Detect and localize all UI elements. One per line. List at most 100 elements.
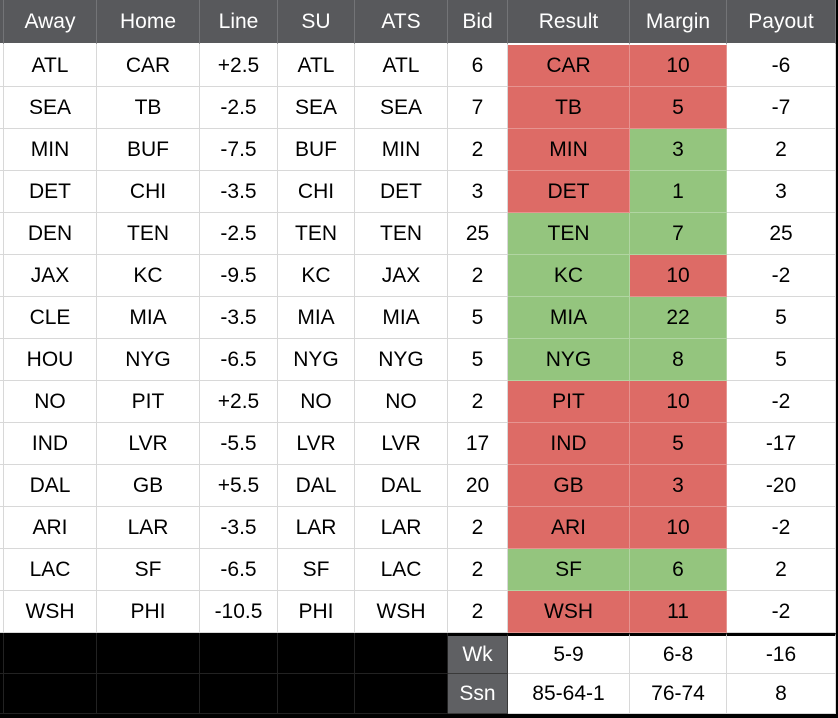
cell-line[interactable]: +5.5 — [200, 465, 278, 507]
cell-bid[interactable]: 6 — [448, 45, 508, 87]
cell-result[interactable]: IND — [508, 423, 630, 465]
cell-home[interactable]: GB — [97, 465, 200, 507]
cell-result[interactable]: MIA — [508, 297, 630, 339]
cell-bid[interactable]: 5 — [448, 339, 508, 381]
cell-away[interactable]: DET — [4, 171, 97, 213]
cell-away[interactable]: JAX — [4, 255, 97, 297]
cell-home[interactable]: PIT — [97, 381, 200, 423]
cell-line[interactable]: -6.5 — [200, 549, 278, 591]
cell-result[interactable]: DET — [508, 171, 630, 213]
cell-margin[interactable]: 10 — [630, 381, 727, 423]
cell-result[interactable]: PIT — [508, 381, 630, 423]
cell-su[interactable]: SEA — [278, 87, 355, 129]
cell-payout[interactable]: -2 — [727, 255, 836, 297]
footer-payout[interactable]: 8 — [727, 674, 836, 714]
cell-su[interactable]: MIA — [278, 297, 355, 339]
cell-payout[interactable]: -7 — [727, 87, 836, 129]
cell-su[interactable]: KC — [278, 255, 355, 297]
cell-payout[interactable]: 5 — [727, 339, 836, 381]
cell-ats[interactable]: TEN — [355, 213, 448, 255]
cell-bid[interactable]: 2 — [448, 381, 508, 423]
cell-payout[interactable]: -17 — [727, 423, 836, 465]
cell-margin[interactable]: 11 — [630, 591, 727, 633]
cell-bid[interactable]: 2 — [448, 507, 508, 549]
cell-result[interactable]: SF — [508, 549, 630, 591]
cell-line[interactable]: -3.5 — [200, 297, 278, 339]
cell-home[interactable]: CAR — [97, 45, 200, 87]
cell-result[interactable]: TB — [508, 87, 630, 129]
header-cell-payout[interactable]: Payout — [727, 0, 836, 45]
cell-home[interactable]: SF — [97, 549, 200, 591]
header-cell-home[interactable]: Home — [97, 0, 200, 45]
cell-line[interactable]: -9.5 — [200, 255, 278, 297]
cell-payout[interactable]: -2 — [727, 507, 836, 549]
header-cell-away[interactable]: Away — [4, 0, 97, 45]
cell-margin[interactable]: 22 — [630, 297, 727, 339]
footer-margin[interactable]: 76-74 — [630, 674, 727, 714]
cell-payout[interactable]: -6 — [727, 45, 836, 87]
cell-payout[interactable]: 3 — [727, 171, 836, 213]
cell-away[interactable]: ATL — [4, 45, 97, 87]
cell-line[interactable]: -6.5 — [200, 339, 278, 381]
cell-margin[interactable]: 6 — [630, 549, 727, 591]
cell-away[interactable]: DEN — [4, 213, 97, 255]
cell-result[interactable]: NYG — [508, 339, 630, 381]
cell-away[interactable]: SEA — [4, 87, 97, 129]
cell-su[interactable]: NYG — [278, 339, 355, 381]
cell-away[interactable]: MIN — [4, 129, 97, 171]
cell-bid[interactable]: 3 — [448, 171, 508, 213]
cell-line[interactable]: -3.5 — [200, 171, 278, 213]
cell-home[interactable]: PHI — [97, 591, 200, 633]
cell-ats[interactable]: NO — [355, 381, 448, 423]
cell-bid[interactable]: 5 — [448, 297, 508, 339]
cell-result[interactable]: TEN — [508, 213, 630, 255]
footer-result[interactable]: 5-9 — [508, 633, 630, 674]
cell-line[interactable]: -3.5 — [200, 507, 278, 549]
cell-margin[interactable]: 3 — [630, 465, 727, 507]
cell-line[interactable]: -2.5 — [200, 213, 278, 255]
cell-payout[interactable]: 5 — [727, 297, 836, 339]
cell-home[interactable]: TEN — [97, 213, 200, 255]
cell-line[interactable]: +2.5 — [200, 45, 278, 87]
cell-ats[interactable]: JAX — [355, 255, 448, 297]
cell-margin[interactable]: 10 — [630, 507, 727, 549]
cell-result[interactable]: KC — [508, 255, 630, 297]
footer-margin[interactable]: 6-8 — [630, 633, 727, 674]
cell-payout[interactable]: -20 — [727, 465, 836, 507]
cell-bid[interactable]: 17 — [448, 423, 508, 465]
cell-result[interactable]: GB — [508, 465, 630, 507]
cell-ats[interactable]: SEA — [355, 87, 448, 129]
cell-result[interactable]: ARI — [508, 507, 630, 549]
cell-bid[interactable]: 25 — [448, 213, 508, 255]
cell-su[interactable]: NO — [278, 381, 355, 423]
cell-bid[interactable]: 2 — [448, 549, 508, 591]
cell-su[interactable]: DAL — [278, 465, 355, 507]
cell-away[interactable]: WSH — [4, 591, 97, 633]
cell-result[interactable]: WSH — [508, 591, 630, 633]
cell-away[interactable]: CLE — [4, 297, 97, 339]
cell-home[interactable]: NYG — [97, 339, 200, 381]
footer-payout[interactable]: -16 — [727, 633, 836, 674]
cell-home[interactable]: BUF — [97, 129, 200, 171]
cell-su[interactable]: SF — [278, 549, 355, 591]
cell-bid[interactable]: 20 — [448, 465, 508, 507]
cell-ats[interactable]: LAC — [355, 549, 448, 591]
cell-payout[interactable]: 2 — [727, 129, 836, 171]
header-cell-margin[interactable]: Margin — [630, 0, 727, 45]
cell-ats[interactable]: LAR — [355, 507, 448, 549]
header-cell-result[interactable]: Result — [508, 0, 630, 45]
cell-margin[interactable]: 7 — [630, 213, 727, 255]
cell-away[interactable]: IND — [4, 423, 97, 465]
cell-bid[interactable]: 7 — [448, 87, 508, 129]
cell-su[interactable]: BUF — [278, 129, 355, 171]
cell-margin[interactable]: 10 — [630, 255, 727, 297]
cell-line[interactable]: +2.5 — [200, 381, 278, 423]
cell-ats[interactable]: DET — [355, 171, 448, 213]
cell-su[interactable]: ATL — [278, 45, 355, 87]
footer-label[interactable]: Wk — [448, 633, 508, 674]
cell-margin[interactable]: 8 — [630, 339, 727, 381]
cell-ats[interactable]: MIA — [355, 297, 448, 339]
cell-payout[interactable]: 25 — [727, 213, 836, 255]
cell-ats[interactable]: WSH — [355, 591, 448, 633]
cell-su[interactable]: PHI — [278, 591, 355, 633]
